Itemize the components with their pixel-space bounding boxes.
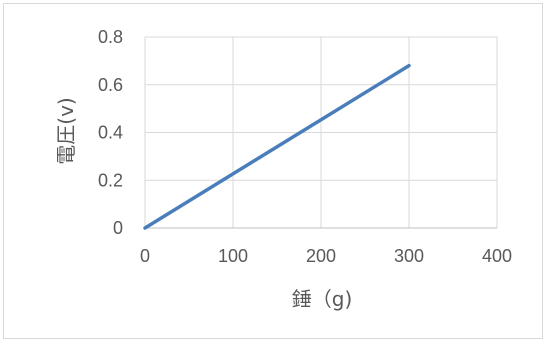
y-tick-label-0: 0: [113, 218, 123, 238]
chart-area: [3, 3, 543, 339]
x-tick-label-3: 300: [394, 246, 424, 266]
x-tick-labels: 0 100 200 300 400: [140, 246, 512, 266]
axes: [144, 37, 497, 229]
y-tick-label-2: 0.4: [98, 123, 123, 143]
x-tick-label-1: 100: [218, 246, 248, 266]
gridlines: [145, 36, 498, 228]
x-tick-label-2: 200: [306, 246, 336, 266]
y-tick-label-1: 0.2: [98, 170, 123, 190]
x-tick-label-0: 0: [140, 246, 150, 266]
x-axis-title: 錘（g): [292, 287, 353, 311]
x-tick-label-4: 400: [482, 246, 512, 266]
series-layer: [143, 63, 411, 230]
y-tick-label-3: 0.6: [98, 75, 123, 95]
y-tick-labels: 0 0.2 0.4 0.6 0.8: [98, 27, 123, 238]
series-line-0: [143, 63, 411, 230]
y-axis-title: 電圧(v): [54, 97, 78, 164]
y-tick-label-4: 0.8: [98, 27, 123, 47]
